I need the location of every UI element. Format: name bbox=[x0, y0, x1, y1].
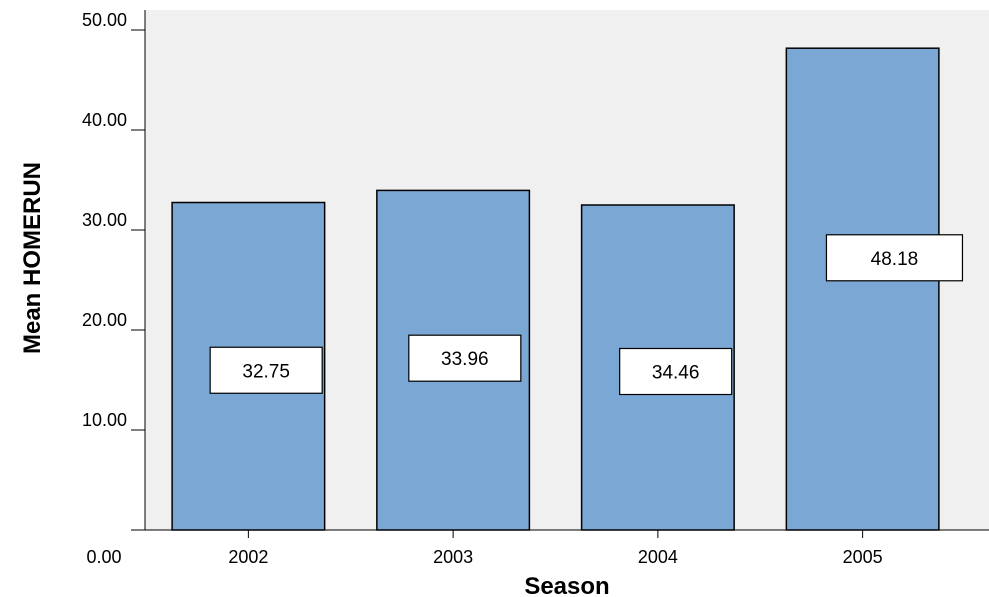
data-label-box bbox=[408, 334, 522, 382]
bar bbox=[785, 47, 940, 531]
data-labels-group: 32.75 33.96 34.46 48.18 bbox=[209, 234, 964, 396]
x-tick-label: 2002 bbox=[228, 547, 268, 567]
data-label-box bbox=[209, 346, 323, 394]
y-tick-label: 40.00 bbox=[82, 110, 127, 130]
y-tick-label: 0.00 bbox=[86, 547, 121, 567]
data-label: 32.75 bbox=[242, 361, 290, 382]
y-tick-label: 20.00 bbox=[82, 310, 127, 330]
y-tick-label: 10.00 bbox=[82, 410, 127, 430]
data-label: 34.46 bbox=[652, 363, 700, 384]
data-label: 33.96 bbox=[441, 349, 489, 370]
x-tick-label: 2004 bbox=[638, 547, 678, 567]
x-axis-title: Season bbox=[524, 573, 609, 597]
x-ticks-group: 2002 2003 2004 2005 bbox=[228, 530, 883, 567]
y-ticks-group: 0.00 10.00 20.00 30.00 40.00 50.00 bbox=[82, 10, 145, 567]
bars-group bbox=[171, 47, 940, 531]
data-label-box bbox=[619, 347, 733, 396]
data-label: 48.18 bbox=[871, 249, 919, 270]
y-tick-label: 50.00 bbox=[82, 10, 127, 30]
x-tick-label: 2003 bbox=[433, 547, 473, 567]
data-label-box bbox=[825, 234, 964, 282]
x-tick-label: 2005 bbox=[843, 547, 883, 567]
y-axis-title: Mean HOMERUN bbox=[19, 162, 46, 354]
y-tick-label: 30.00 bbox=[82, 210, 127, 230]
